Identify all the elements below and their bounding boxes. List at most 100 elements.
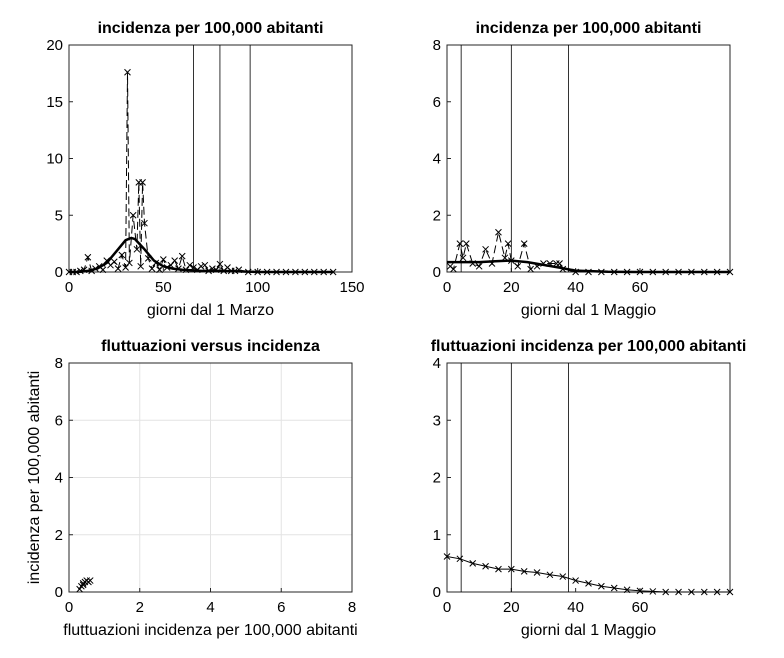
series-line	[69, 236, 334, 274]
x-marker	[141, 219, 148, 227]
x-marker	[475, 262, 483, 270]
chart-title: incidenza per 100,000 abitanti	[98, 20, 324, 37]
x-axis-label: giorni dal 1 Maggio	[521, 622, 656, 639]
x-marker	[329, 268, 337, 276]
x-marker	[469, 560, 477, 567]
x-marker	[675, 588, 682, 596]
x-marker	[572, 577, 579, 584]
x-marker	[520, 240, 528, 247]
x-marker	[504, 240, 512, 247]
y-tick-label: 0	[433, 584, 441, 601]
x-marker	[197, 262, 205, 270]
x-tick-label: 0	[443, 279, 451, 296]
y-tick-label: 2	[433, 470, 441, 487]
x-tick-label: 4	[206, 599, 214, 616]
x-tick-label: 8	[348, 599, 356, 616]
x-marker	[148, 265, 156, 272]
y-tick-label: 6	[55, 412, 63, 429]
x-marker	[649, 588, 657, 595]
x-marker	[186, 261, 194, 269]
x-tick-label: 2	[136, 599, 144, 616]
x-marker	[507, 565, 515, 573]
y-tick-label: 2	[433, 207, 441, 224]
y-axis-label: incidenza per 100,000 abitanti	[26, 371, 43, 585]
x-marker	[456, 555, 464, 563]
y-tick-label: 8	[55, 355, 63, 372]
x-marker	[610, 584, 618, 592]
x-marker	[216, 260, 224, 268]
x-marker	[462, 240, 470, 247]
x-tick-label: 40	[567, 599, 584, 616]
x-marker	[552, 260, 560, 267]
x-marker	[84, 253, 92, 261]
x-marker	[713, 588, 721, 596]
x-marker	[546, 571, 554, 579]
y-tick-label: 8	[433, 37, 441, 54]
y-tick-label: 1	[433, 527, 441, 544]
x-marker	[459, 254, 467, 262]
y-tick-label: 15	[46, 94, 63, 111]
x-marker	[122, 264, 129, 271]
x-marker	[533, 569, 541, 576]
axes-box	[446, 362, 731, 593]
axes-box	[68, 362, 353, 593]
x-marker	[126, 259, 133, 267]
axes-background	[447, 45, 730, 272]
x-tick-label: 40	[567, 279, 584, 296]
x-marker	[156, 266, 163, 274]
x-marker	[110, 258, 118, 266]
x-marker	[450, 265, 457, 273]
y-tick-label: 5	[55, 207, 63, 224]
x-marker	[114, 265, 122, 272]
x-marker	[124, 68, 131, 76]
x-axis-label: fluttuazioni incidenza per 100,000 abita…	[63, 622, 357, 639]
y-tick-label: 20	[46, 37, 63, 54]
x-axis-label: giorni dal 1 Marzo	[147, 302, 274, 319]
x-tick-label: 20	[503, 279, 520, 296]
x-marker	[559, 573, 567, 580]
x-tick-label: 150	[339, 279, 364, 296]
axes-background	[69, 45, 352, 272]
y-tick-label: 0	[433, 264, 441, 281]
x-marker	[139, 178, 146, 186]
x-marker	[726, 588, 734, 596]
x-tick-label: 100	[245, 279, 270, 296]
y-tick-label: 4	[55, 470, 63, 487]
x-marker	[118, 251, 126, 259]
x-tick-label: 6	[277, 599, 285, 616]
x-marker	[636, 587, 644, 595]
x-marker	[556, 260, 563, 267]
x-marker	[623, 586, 631, 594]
x-marker	[86, 577, 94, 584]
y-tick-label: 4	[433, 355, 441, 372]
x-marker	[178, 252, 186, 260]
x-tick-label: 0	[65, 279, 73, 296]
x-marker	[133, 245, 141, 253]
x-marker	[482, 562, 489, 570]
x-marker	[598, 582, 605, 590]
x-tick-label: 0	[443, 599, 451, 616]
y-tick-label: 0	[55, 584, 63, 601]
x-tick-label: 0	[65, 599, 73, 616]
x-marker	[495, 565, 502, 573]
series-line	[447, 259, 730, 274]
y-tick-label: 3	[433, 412, 441, 429]
x-tick-label: 60	[632, 599, 649, 616]
x-axis-label: giorni dal 1 Maggio	[521, 302, 656, 319]
chart-title: incidenza per 100,000 abitanti	[476, 20, 702, 37]
x-marker	[137, 262, 145, 270]
y-tick-label: 4	[433, 151, 441, 168]
chart-title: fluttuazioni incidenza per 100,000 abita…	[431, 338, 747, 355]
x-marker	[527, 265, 534, 273]
x-marker	[700, 588, 708, 596]
x-marker	[585, 580, 592, 587]
x-tick-label: 20	[503, 599, 520, 616]
x-marker	[482, 245, 489, 253]
x-marker	[456, 240, 464, 247]
y-tick-label: 0	[55, 264, 63, 281]
x-marker	[688, 588, 695, 596]
x-marker	[495, 228, 502, 236]
x-marker	[514, 262, 522, 270]
x-marker	[520, 568, 528, 575]
